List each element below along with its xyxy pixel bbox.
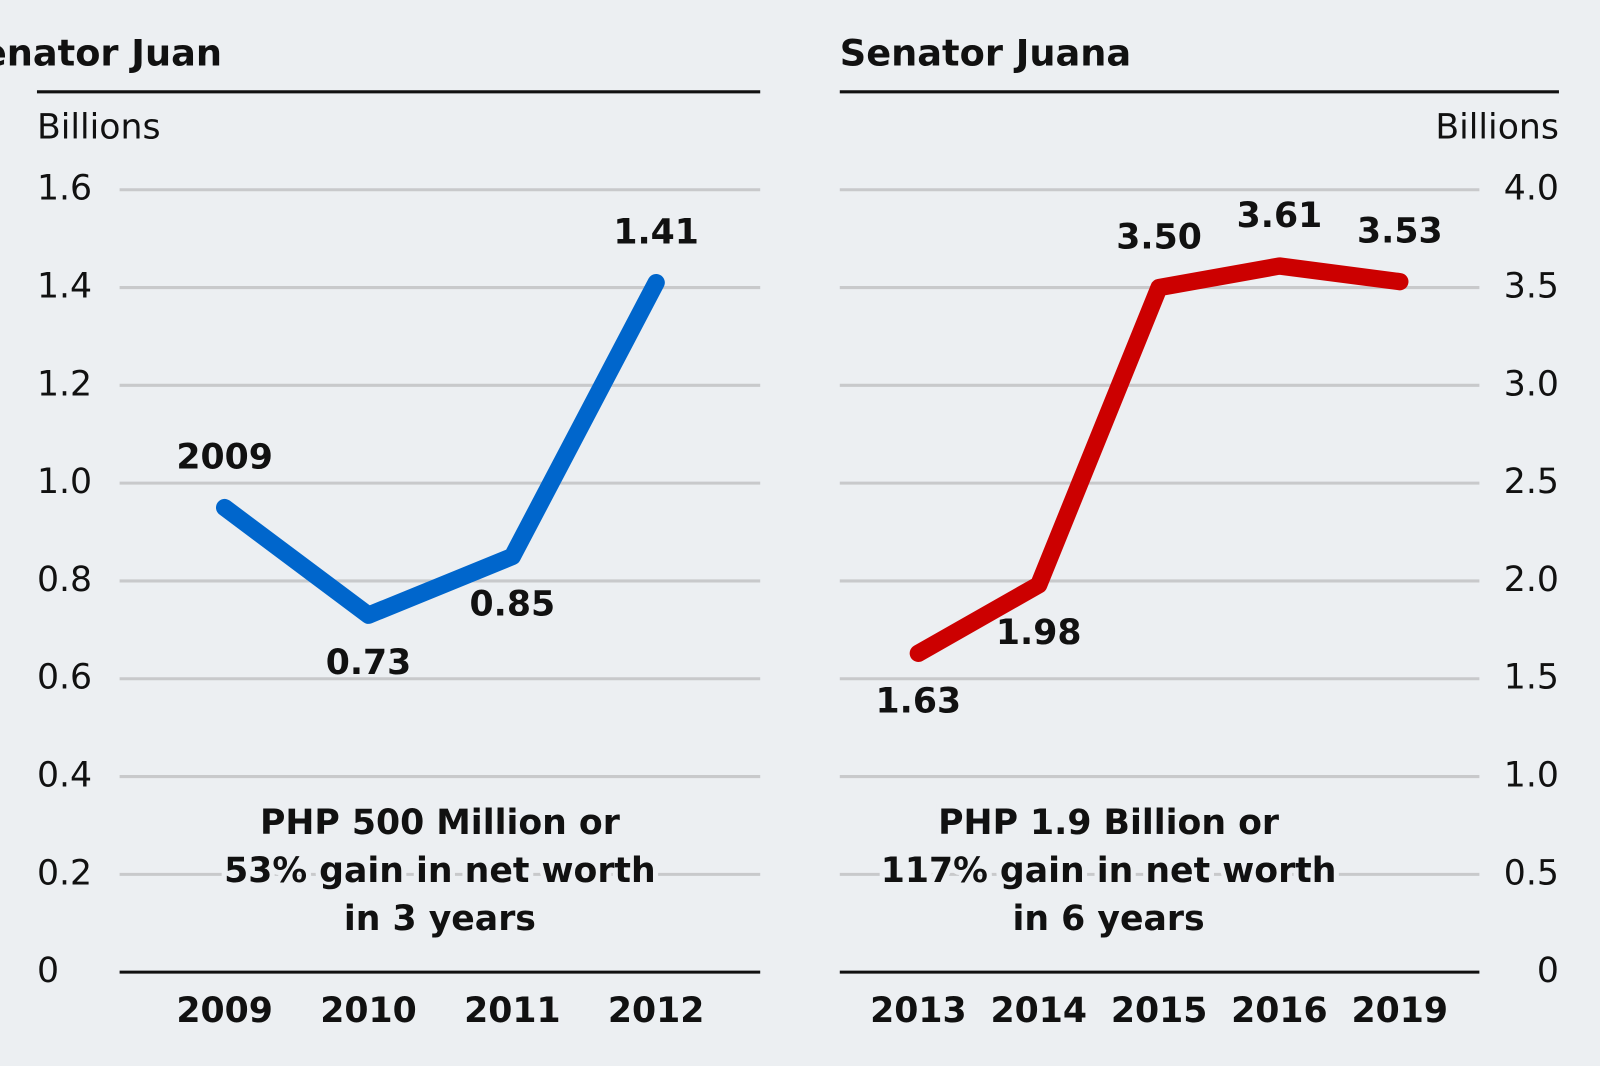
- x-tick-label: 2015: [1111, 991, 1208, 1031]
- annotation: in 6 years: [1013, 899, 1205, 939]
- panel-title: Senator Juana: [840, 32, 1131, 75]
- value-label: 0.73: [326, 643, 412, 683]
- y-tick-label: 1.5: [1504, 658, 1559, 698]
- x-tick-label: 2011: [464, 991, 561, 1031]
- y-axis-label: Billions: [37, 108, 161, 148]
- x-tick-label: 2010: [320, 991, 417, 1031]
- value-label: 1.63: [876, 681, 962, 721]
- y-tick-label: 0: [37, 951, 59, 991]
- x-tick-label: 2019: [1352, 991, 1449, 1031]
- value-label: 2009: [176, 438, 273, 478]
- annotation: PHP 1.9 Billion or: [938, 803, 1279, 843]
- y-tick-label: 0.6: [37, 658, 92, 698]
- value-label: 3.53: [1357, 212, 1443, 252]
- annotation: 117% gain in net worth: [881, 851, 1337, 891]
- line: [909, 257, 1409, 662]
- y-tick-label: 1.0: [37, 462, 92, 502]
- value-label: 0.85: [470, 584, 556, 624]
- annotation: in 3 years: [344, 899, 536, 939]
- y-tick-label: 0.2: [37, 853, 92, 893]
- y-tick-label: 2.0: [1504, 560, 1559, 600]
- x-tick-label: 2012: [608, 991, 704, 1031]
- x-tick-label: 2009: [176, 991, 273, 1031]
- y-tick-label: 0.8: [37, 560, 92, 600]
- y-tick-label: 3.5: [1504, 267, 1559, 307]
- annotation: PHP 500 Million or: [260, 803, 620, 843]
- y-tick-label: 0.4: [37, 756, 92, 796]
- y-axis-label: Billions: [1435, 108, 1559, 148]
- value-label: 1.98: [996, 613, 1082, 653]
- y-tick-label: 4.0: [1504, 169, 1559, 209]
- x-tick-label: 2014: [990, 991, 1087, 1031]
- y-tick-label: 1.0: [1504, 756, 1559, 796]
- y-tick-label: 1.6: [37, 169, 92, 209]
- y-tick-label: 2.5: [1504, 462, 1559, 502]
- line: [215, 273, 665, 624]
- y-tick-label: 3.0: [1504, 364, 1559, 404]
- value-label: 3.50: [1116, 218, 1202, 258]
- y-tick-label: 0: [1537, 951, 1559, 991]
- value-label: 1.41: [613, 213, 699, 253]
- y-tick-label: 1.2: [37, 364, 92, 404]
- y-tick-label: 0.5: [1504, 853, 1559, 893]
- value-label: 3.61: [1237, 196, 1323, 236]
- annotation: 53% gain in net worth: [224, 851, 656, 891]
- x-tick-label: 2016: [1231, 991, 1328, 1031]
- y-tick-label: 1.4: [37, 267, 92, 307]
- x-tick-label: 2013: [870, 991, 967, 1031]
- panel-title: Senator Juan: [0, 32, 222, 75]
